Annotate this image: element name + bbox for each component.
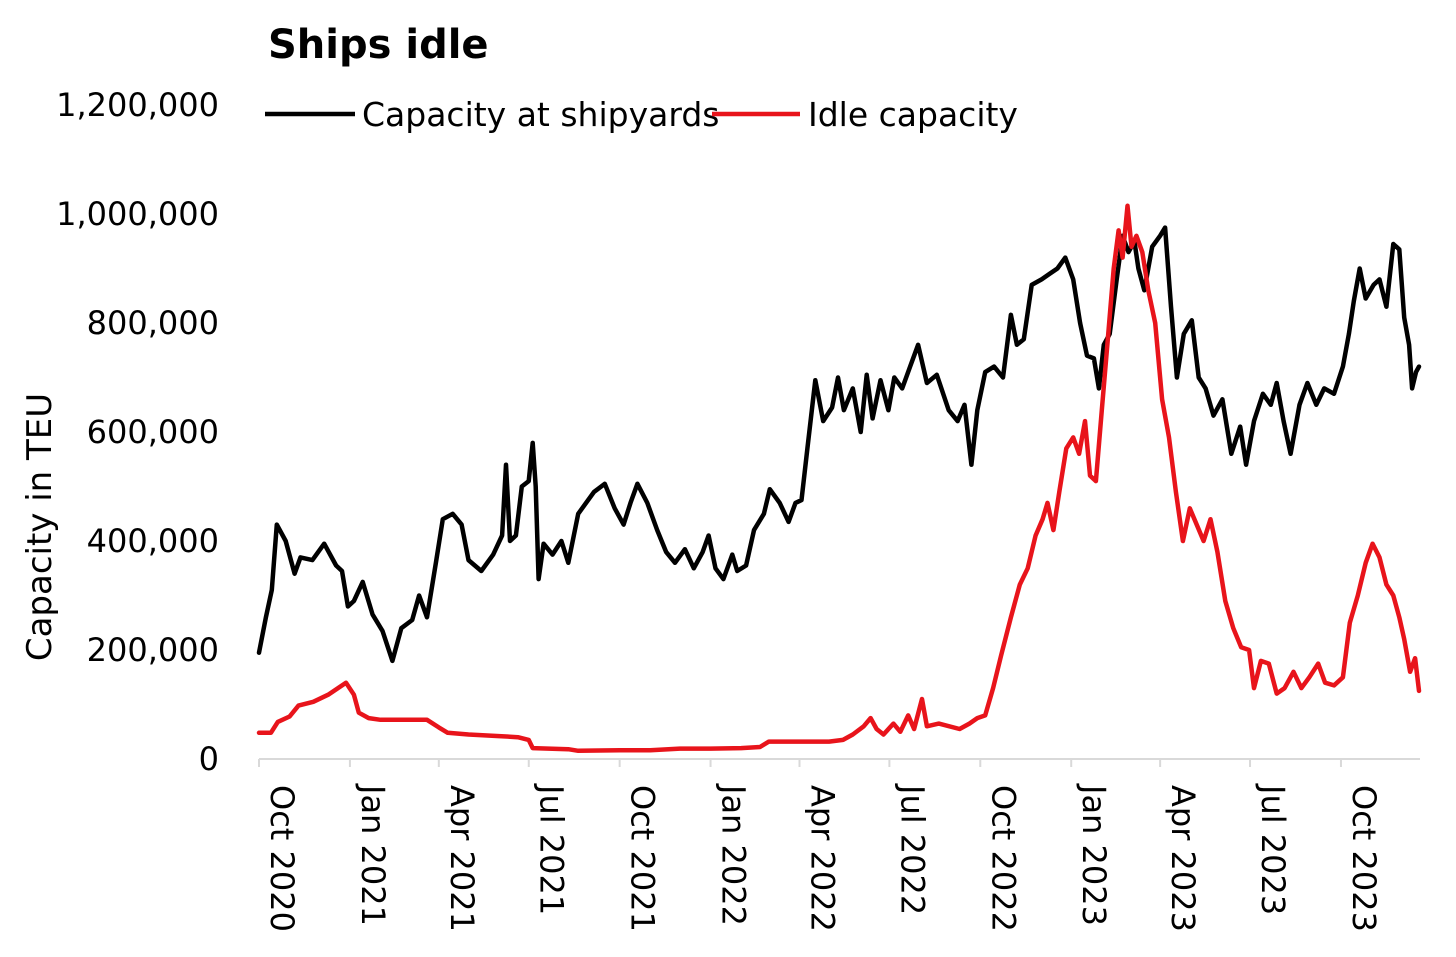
x-tick-label: Jan 2021 <box>354 783 392 926</box>
chart-title: Ships idle <box>268 22 489 68</box>
x-tick-label: Oct 2020 <box>263 785 301 932</box>
x-tick-label: Apr 2021 <box>443 785 481 932</box>
series-line-idle-capacity <box>256 203 1422 754</box>
x-tick-label: Jul 2022 <box>893 783 931 915</box>
y-tick-label: 800,000 <box>87 304 219 342</box>
legend-label-idle-capacity: Idle capacity <box>808 95 1018 134</box>
y-tick-label: 600,000 <box>87 413 219 451</box>
x-tick-label: Jan 2023 <box>1075 783 1113 926</box>
x-tick-label: Jul 2023 <box>1254 783 1292 915</box>
x-tick-label: Oct 2021 <box>624 785 662 932</box>
y-tick-label: 200,000 <box>87 631 219 669</box>
series-lines <box>256 203 1422 754</box>
series-line-capacity-at-shipyards <box>256 225 1422 664</box>
x-axis: Oct 2020 Jan 2021 Apr 2021 Jul 2021 Oct 2021… <box>258 758 1420 932</box>
y-tick-label: 1,000,000 <box>56 195 219 233</box>
x-tick-label: Jul 2021 <box>533 783 571 915</box>
y-tick-label: 400,000 <box>87 522 219 560</box>
x-tick-label: Apr 2022 <box>803 785 841 932</box>
legend: Capacity at shipyards Idle capacity <box>265 95 1018 134</box>
y-axis-ticks: 0 200,000 400,000 600,000 800,000 1,000,000 1,… <box>56 86 219 778</box>
y-tick-label: 1,200,000 <box>56 86 219 124</box>
x-tick-label: Jan 2022 <box>715 783 753 926</box>
x-tick-label: Oct 2023 <box>1345 785 1383 932</box>
legend-label-capacity-at-shipyards: Capacity at shipyards <box>362 95 719 134</box>
y-tick-label: 0 <box>199 740 219 778</box>
x-tick-label: Apr 2023 <box>1164 785 1202 932</box>
y-axis-label: Capacity in TEU <box>20 393 60 661</box>
x-tick-label: Oct 2022 <box>984 785 1022 932</box>
